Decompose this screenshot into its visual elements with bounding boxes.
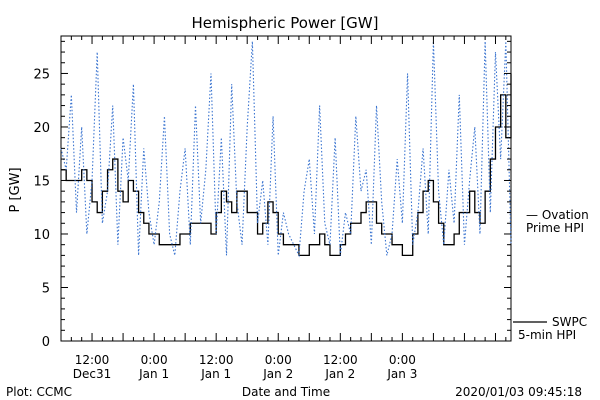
series-line-ovation-prime (60, 41, 512, 258)
legend-swpc-line2: 5-min HPI (518, 328, 576, 342)
plot-credit: Plot: CCMC (6, 385, 72, 399)
plot-frame (60, 35, 512, 342)
y-tick-label: 10 (33, 228, 50, 243)
x-tick-label-time: 12:00 (323, 353, 358, 367)
legend-ovation-line1: — Ovation (526, 208, 589, 222)
y-tick-label: 20 (33, 121, 50, 136)
series-layer (60, 41, 512, 258)
y-axis: 0 5 10 15 20 25 (33, 40, 511, 350)
series-line-swpc-hpi (61, 73, 512, 257)
y-tick-label: 15 (33, 174, 50, 189)
x-axis-label: Date and Time (242, 385, 330, 399)
legend-swpc-line1: SWPC (552, 315, 587, 329)
x-tick-label-time: 0:00 (389, 353, 416, 367)
x-tick-label-date: Jan 3 (386, 367, 417, 381)
plot-border (60, 35, 512, 342)
x-tick-label-time: 0:00 (265, 353, 292, 367)
x-tick-label-time: 12:00 (199, 353, 234, 367)
x-tick-label-time: 12:00 (75, 353, 110, 367)
y-tick-label: 0 (42, 335, 50, 350)
y-tick-label: 5 (42, 281, 50, 296)
timestamp: 2020/01/03 09:45:18 (455, 385, 582, 399)
chart-title: Hemispheric Power [GW] (192, 14, 379, 32)
x-tick-label-time: 0:00 (141, 353, 168, 367)
x-tick-label-date: Jan 1 (200, 367, 231, 381)
x-tick-label-date: Jan 2 (324, 367, 355, 381)
x-tick-label-date: Dec31 (73, 367, 112, 381)
x-tick-label-date: Jan 2 (262, 367, 293, 381)
y-axis-label: P [GW] (8, 167, 23, 212)
y-tick-label: 25 (33, 67, 50, 82)
legend-ovation-line2: Prime HPI (526, 221, 584, 235)
x-tick-label-date: Jan 1 (138, 367, 169, 381)
